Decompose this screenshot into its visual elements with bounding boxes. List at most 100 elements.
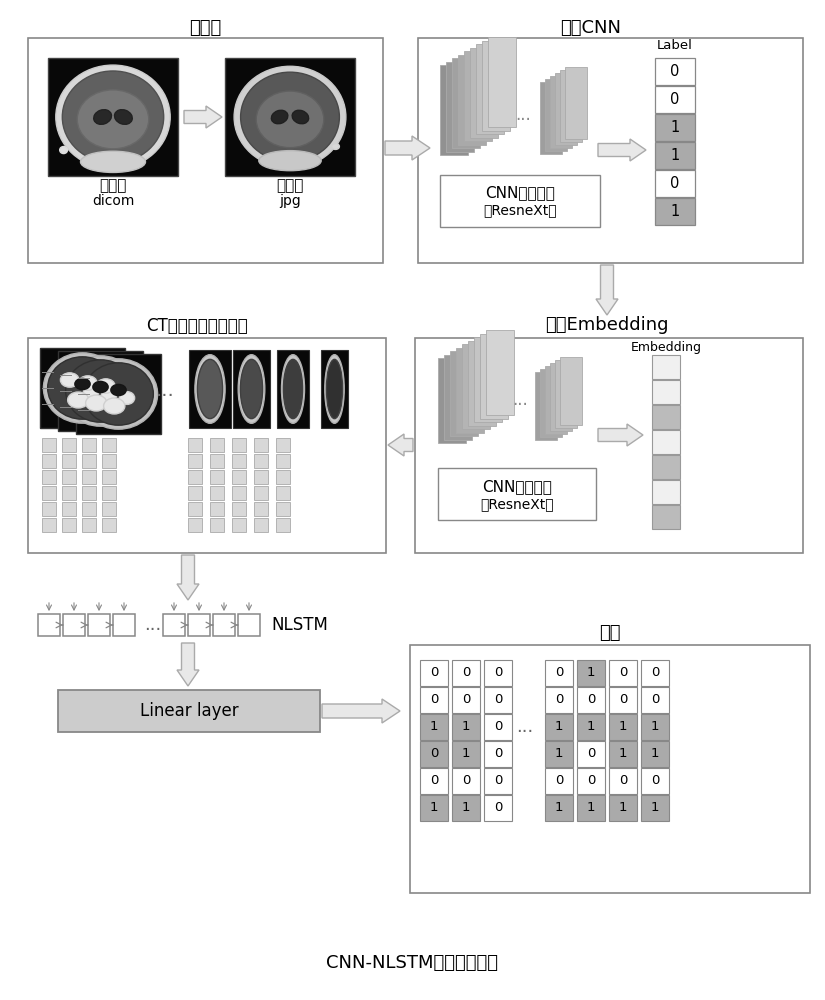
- Bar: [163, 614, 185, 636]
- Bar: [577, 714, 605, 740]
- Bar: [609, 687, 637, 713]
- Bar: [641, 741, 669, 767]
- Ellipse shape: [68, 392, 89, 408]
- Ellipse shape: [327, 359, 342, 419]
- Bar: [28, 338, 386, 553]
- Ellipse shape: [56, 65, 170, 169]
- Bar: [276, 502, 290, 516]
- Text: 0: 0: [494, 747, 502, 760]
- Bar: [456, 348, 484, 432]
- Bar: [420, 795, 448, 821]
- Text: 0: 0: [430, 666, 438, 679]
- Bar: [452, 795, 480, 821]
- Ellipse shape: [81, 151, 145, 172]
- Ellipse shape: [259, 151, 321, 171]
- Bar: [655, 86, 695, 113]
- Bar: [545, 79, 567, 151]
- Text: 1: 1: [554, 801, 563, 814]
- Bar: [464, 51, 492, 141]
- Ellipse shape: [238, 355, 265, 423]
- Bar: [42, 518, 56, 532]
- Bar: [420, 687, 448, 713]
- Text: 0: 0: [619, 774, 627, 787]
- Bar: [254, 454, 268, 468]
- Ellipse shape: [292, 110, 309, 124]
- Text: 1: 1: [671, 204, 680, 219]
- Text: 1: 1: [619, 747, 627, 760]
- Bar: [210, 470, 224, 484]
- Text: 0: 0: [651, 693, 659, 706]
- Bar: [232, 502, 246, 516]
- Ellipse shape: [60, 373, 79, 387]
- Bar: [418, 38, 803, 263]
- Text: 1: 1: [619, 801, 627, 814]
- Text: 0: 0: [462, 693, 470, 706]
- Text: 数据集: 数据集: [276, 178, 304, 194]
- Polygon shape: [177, 643, 199, 686]
- Text: 0: 0: [619, 693, 627, 706]
- Bar: [420, 660, 448, 686]
- Bar: [225, 58, 355, 176]
- Bar: [276, 470, 290, 484]
- Bar: [42, 438, 56, 452]
- Bar: [462, 344, 490, 429]
- Bar: [254, 502, 268, 516]
- Bar: [233, 350, 270, 428]
- Bar: [62, 486, 76, 500]
- Ellipse shape: [115, 110, 132, 124]
- Bar: [420, 714, 448, 740]
- Bar: [450, 351, 478, 436]
- Text: 0: 0: [494, 801, 502, 814]
- Bar: [652, 430, 680, 454]
- Ellipse shape: [195, 355, 225, 423]
- Bar: [474, 337, 502, 422]
- Ellipse shape: [325, 355, 344, 423]
- Bar: [486, 330, 514, 415]
- Bar: [188, 614, 210, 636]
- Text: 0: 0: [587, 693, 595, 706]
- Bar: [113, 614, 135, 636]
- Bar: [276, 438, 290, 452]
- Bar: [415, 338, 803, 553]
- Ellipse shape: [83, 363, 153, 425]
- Text: 0: 0: [554, 693, 563, 706]
- Bar: [276, 454, 290, 468]
- Text: 1: 1: [587, 720, 596, 733]
- Text: 训练CNN: 训练CNN: [560, 19, 621, 37]
- Bar: [62, 518, 76, 532]
- Text: 1: 1: [671, 119, 680, 134]
- Bar: [470, 47, 498, 137]
- Bar: [545, 660, 573, 686]
- Text: 0: 0: [430, 747, 438, 760]
- Text: 0: 0: [554, 666, 563, 679]
- Bar: [609, 795, 637, 821]
- Bar: [63, 614, 85, 636]
- Bar: [641, 660, 669, 686]
- Bar: [276, 486, 290, 500]
- Bar: [210, 486, 224, 500]
- Text: 0: 0: [494, 774, 502, 787]
- Polygon shape: [177, 555, 199, 600]
- Bar: [42, 502, 56, 516]
- Ellipse shape: [75, 378, 90, 390]
- Bar: [468, 340, 496, 426]
- Text: 1: 1: [587, 801, 596, 814]
- Text: 0: 0: [619, 666, 627, 679]
- Bar: [488, 37, 516, 127]
- Bar: [82, 470, 96, 484]
- Bar: [82, 502, 96, 516]
- Bar: [484, 714, 512, 740]
- Bar: [410, 645, 810, 893]
- Bar: [452, 741, 480, 767]
- Ellipse shape: [271, 110, 288, 124]
- Bar: [641, 795, 669, 821]
- Bar: [452, 660, 480, 686]
- Bar: [577, 660, 605, 686]
- Bar: [655, 142, 695, 169]
- Text: 0: 0: [430, 693, 438, 706]
- Ellipse shape: [78, 376, 97, 390]
- Bar: [452, 768, 480, 794]
- Polygon shape: [596, 265, 618, 315]
- Ellipse shape: [101, 389, 116, 401]
- Bar: [420, 741, 448, 767]
